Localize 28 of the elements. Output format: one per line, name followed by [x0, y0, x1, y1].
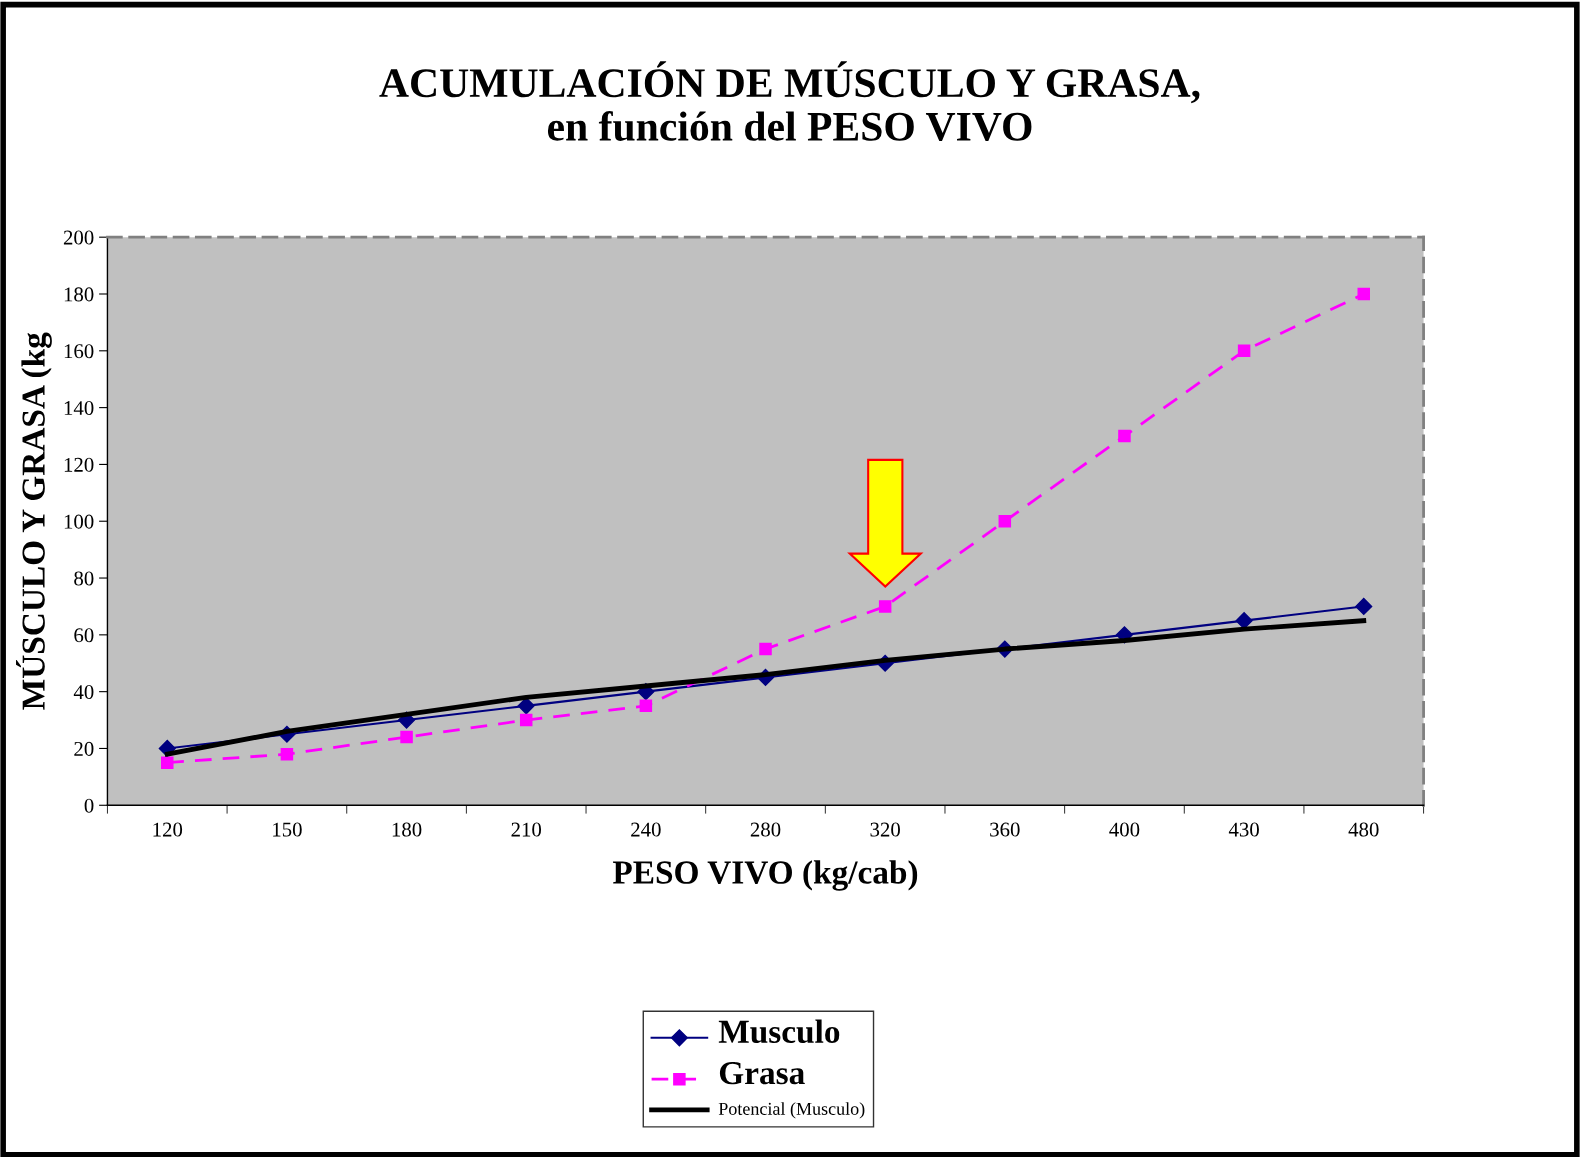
- x-axis-title: PESO VIVO (kg/cab): [612, 860, 918, 891]
- y-tick-label: 80: [74, 571, 94, 586]
- legend-label: Potencial (Musculo): [718, 1102, 865, 1119]
- y-tick-label: 200: [63, 230, 94, 245]
- x-tick-label: 480: [1348, 822, 1379, 837]
- y-tick-label: 140: [64, 400, 94, 416]
- x-tick-label: 120: [153, 822, 183, 837]
- legend-label: Musculo: [718, 1019, 840, 1044]
- y-tick-label: 40: [73, 685, 94, 700]
- chart-title: ACUMULACIÓN DE MÚSCULO Y GRASA, en función del PESO VIVO: [379, 61, 1200, 142]
- y-tick-label: 0: [84, 798, 94, 813]
- y-tick-label: 160: [64, 344, 94, 359]
- x-tick-label: 320: [870, 822, 900, 837]
- x-tick-label: 150: [273, 822, 302, 837]
- x-tick-label: 240: [631, 822, 661, 837]
- x-tick-label: 280: [750, 822, 781, 837]
- x-tick-label: 180: [392, 822, 422, 837]
- x-tick-label: 430: [1228, 822, 1259, 837]
- y-tick-label: 20: [74, 741, 94, 756]
- y-axis-title: MÚSCULO Y GRASA (kg: [16, 332, 52, 710]
- y-tick-label: 100: [64, 514, 94, 529]
- x-tick-label: 360: [990, 822, 1020, 837]
- legend-label: Grasa: [719, 1061, 805, 1085]
- y-tick-label: 180: [64, 287, 94, 302]
- x-tick-label: 210: [511, 822, 542, 837]
- y-tick-label: 120: [64, 457, 94, 472]
- y-tick-label: 60: [74, 628, 94, 643]
- x-tick-label: 400: [1109, 822, 1140, 837]
